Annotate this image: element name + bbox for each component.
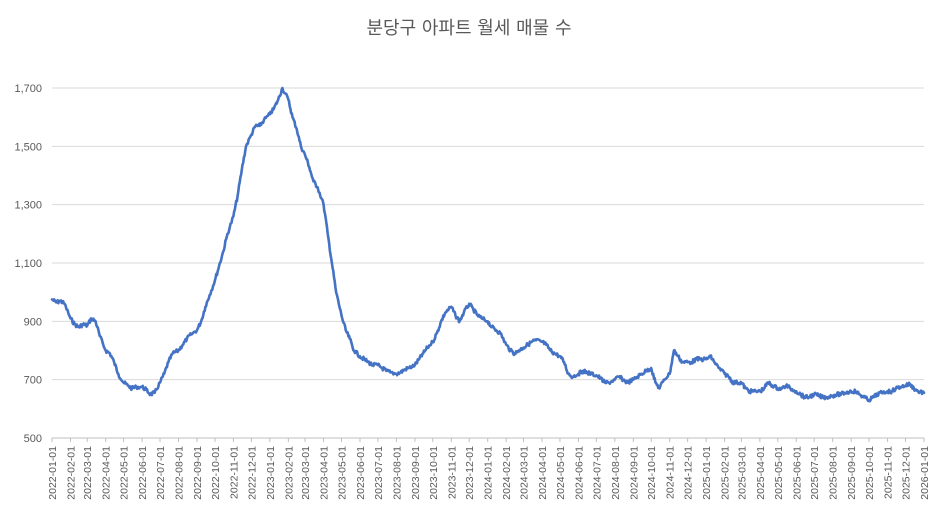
x-tick-label: 2024-10-01 [646, 446, 658, 500]
chart-title: 분당구 아파트 월세 매물 수 [366, 18, 571, 39]
x-tick-label: 2024-03-01 [519, 446, 531, 500]
x-tick-label: 2022-12-01 [246, 446, 258, 500]
x-tick-label: 2024-09-01 [628, 446, 640, 500]
y-tick-label: 700 [24, 375, 42, 387]
x-tick-label: 2024-04-01 [537, 446, 549, 500]
x-tick-label: 2023-08-01 [391, 446, 403, 500]
x-tick-label: 2022-07-01 [155, 446, 167, 500]
x-tick-label: 2023-05-01 [336, 446, 348, 500]
x-tick-label: 2025-09-01 [846, 446, 858, 500]
x-tick-label: 2023-07-01 [373, 446, 385, 500]
x-tick-label: 2022-09-01 [192, 446, 204, 500]
x-tick-label: 2025-11-01 [883, 446, 895, 499]
y-axis-ticks: 500 700 900 1,100 1,300 1,500 1,700 [14, 83, 42, 445]
y-tick-label: 500 [24, 433, 42, 445]
x-tick-label: 2025-05-01 [773, 446, 785, 500]
x-tick-label: 2023-11-01 [446, 446, 458, 499]
x-tick-label: 2025-08-01 [828, 446, 840, 500]
x-tick-label: 2025-04-01 [755, 446, 767, 500]
y-tick-label: 1,700 [14, 83, 42, 95]
x-tick-label: 2024-12-01 [683, 446, 695, 500]
x-tick-label: 2024-01-01 [483, 446, 495, 500]
x-tick-label: 2025-06-01 [791, 446, 803, 500]
x-tick-label: 2024-11-01 [665, 446, 677, 499]
y-tick-label: 1,300 [14, 200, 42, 212]
x-tick-label: 2025-07-01 [809, 446, 821, 500]
series-layer [50, 86, 926, 403]
x-tick-label: 2025-03-01 [736, 446, 748, 500]
x-tick-label: 2025-01-01 [701, 446, 713, 500]
y-tick-label: 1,100 [14, 258, 42, 270]
x-tick-label: 2022-01-01 [47, 446, 59, 500]
gridlines [52, 87, 924, 439]
x-tick-label: 2024-07-01 [591, 446, 603, 500]
x-tick-label: 2026-01-01 [919, 446, 931, 500]
x-tick-label: 2022-06-01 [137, 446, 149, 500]
y-tick-label: 1,500 [14, 141, 42, 153]
x-tick-label: 2022-10-01 [210, 446, 222, 500]
x-tick-label: 2024-02-01 [501, 446, 513, 500]
series-line-0 [50, 86, 926, 403]
x-tick-label: 2025-10-01 [864, 446, 876, 500]
x-tick-label: 2022-04-01 [101, 446, 113, 500]
x-tick-label: 2023-01-01 [265, 446, 277, 500]
x-tick-label: 2023-04-01 [319, 446, 331, 500]
x-tick-label: 2022-03-01 [82, 446, 94, 500]
y-tick-label: 900 [24, 316, 42, 328]
x-tick-label: 2022-05-01 [119, 446, 131, 500]
x-tick-label: 2025-02-01 [720, 446, 732, 500]
x-tick-label: 2023-10-01 [428, 446, 440, 500]
x-tick-label: 2023-06-01 [355, 446, 367, 500]
x-tick-label: 2022-08-01 [174, 446, 186, 500]
x-tick-label: 2023-02-01 [283, 446, 295, 500]
x-tick-label: 2023-03-01 [300, 446, 312, 500]
x-axis-ticks: 2022-01-01 2022-02-01 2022-03-01 2022-04-01… [47, 438, 931, 500]
x-tick-label: 2024-06-01 [573, 446, 585, 500]
x-tick-label: 2025-12-01 [900, 446, 912, 500]
x-tick-label: 2024-05-01 [555, 446, 567, 500]
x-tick-label: 2023-12-01 [464, 446, 476, 500]
x-tick-label: 2022-02-01 [66, 446, 78, 500]
x-tick-label: 2024-08-01 [610, 446, 622, 500]
x-tick-label: 2023-09-01 [410, 446, 422, 500]
x-tick-label: 2022-11-01 [228, 446, 240, 499]
